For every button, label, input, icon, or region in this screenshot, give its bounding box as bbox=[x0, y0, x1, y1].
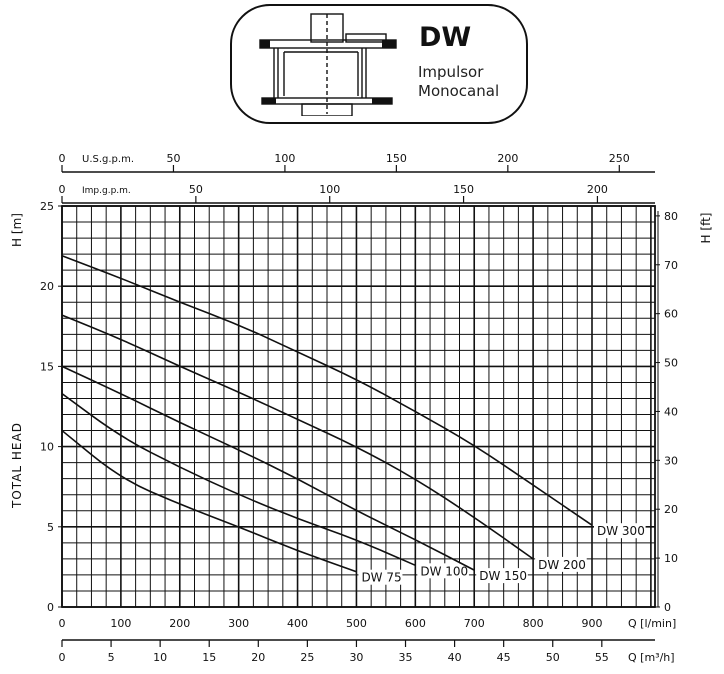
y-tick-label: 0 bbox=[47, 601, 54, 614]
y-tick-label: 5 bbox=[47, 521, 54, 534]
x-m3h-tick-label: 55 bbox=[595, 651, 609, 664]
y-tick-label: 25 bbox=[40, 200, 54, 213]
x-m3h-tick-label: 5 bbox=[108, 651, 115, 664]
x-usgpm-tick-label: 0 bbox=[59, 152, 66, 165]
x-usgpm-tick-label: 100 bbox=[274, 152, 295, 165]
series-label: DW 150 bbox=[479, 569, 527, 583]
x-m3h-tick-label: 45 bbox=[497, 651, 511, 664]
y-right-tick-label: 20 bbox=[664, 503, 678, 516]
x-tick-label: 500 bbox=[346, 617, 367, 630]
x-m3h-tick-label: 50 bbox=[546, 651, 560, 664]
pump-impeller-section-icon bbox=[259, 13, 397, 116]
x-m3h-tick-label: 30 bbox=[349, 651, 363, 664]
series-label-bg bbox=[417, 563, 469, 579]
series-label-bg bbox=[358, 569, 403, 585]
y-right-axis-label: H [ft] bbox=[699, 213, 713, 244]
series-label-bg bbox=[476, 568, 528, 584]
x-m3h-tick-label: 15 bbox=[202, 651, 216, 664]
x-m3h-tick-label: 25 bbox=[300, 651, 314, 664]
x-impgpm-tick-label: 150 bbox=[453, 183, 474, 196]
y-tick-label: 20 bbox=[40, 280, 54, 293]
x-m3h-axis-label: Q [m³/h] bbox=[628, 651, 675, 664]
y-tick-label: 10 bbox=[40, 441, 54, 454]
series-label-bg bbox=[535, 556, 587, 572]
x-tick-label: 700 bbox=[464, 617, 485, 630]
x-tick-label: 900 bbox=[582, 617, 603, 630]
y-axis-label: H [m] bbox=[10, 213, 24, 247]
x-m3h-tick-label: 40 bbox=[448, 651, 462, 664]
curve-dw-100 bbox=[61, 393, 416, 567]
model-name: DW bbox=[419, 22, 472, 53]
x-usgpm-tick-label: 150 bbox=[386, 152, 407, 165]
y-tick-label: 15 bbox=[40, 360, 54, 373]
x-tick-label: 400 bbox=[287, 617, 308, 630]
x-usgpm-tick-label: 200 bbox=[497, 152, 518, 165]
y-right-tick-label: 80 bbox=[664, 210, 678, 223]
x-tick-label: 0 bbox=[59, 617, 66, 630]
x-axis-label: Q [l/min] bbox=[628, 617, 676, 630]
curve-dw-300 bbox=[61, 254, 593, 526]
y-right-tick-label: 30 bbox=[664, 454, 678, 467]
description-line-1: Impulsor bbox=[418, 63, 484, 81]
x-impgpm-tick-label: 0 bbox=[59, 183, 66, 196]
x-impgpm-axis-label: Imp.g.p.m. bbox=[82, 186, 131, 196]
x-m3h-tick-label: 20 bbox=[251, 651, 265, 664]
x-impgpm-tick-label: 50 bbox=[189, 183, 203, 196]
x-impgpm-tick-label: 200 bbox=[587, 183, 608, 196]
series-label: DW 75 bbox=[361, 571, 401, 585]
x-tick-label: 100 bbox=[110, 617, 131, 630]
x-m3h-tick-label: 10 bbox=[153, 651, 167, 664]
model-description: Impulsor Monocanal bbox=[418, 63, 499, 101]
y-axis-side-label: TOTAL HEAD bbox=[10, 422, 24, 509]
x-tick-label: 300 bbox=[228, 617, 249, 630]
plot-frame bbox=[61, 205, 656, 608]
y-right-tick-label: 0 bbox=[664, 601, 671, 614]
model-title-box: DW Impulsor Monocanal bbox=[230, 4, 528, 124]
x-impgpm-tick-label: 100 bbox=[319, 183, 340, 196]
x-m3h-tick-label: 0 bbox=[59, 651, 66, 664]
x-usgpm-axis-label: U.S.g.p.m. bbox=[82, 154, 134, 165]
curve-dw-75 bbox=[61, 429, 357, 573]
description-line-2: Monocanal bbox=[418, 82, 500, 100]
curve-dw-150 bbox=[61, 365, 475, 571]
series-label-bg bbox=[594, 523, 646, 539]
x-tick-label: 200 bbox=[169, 617, 190, 630]
y-right-tick-label: 50 bbox=[664, 357, 678, 370]
x-m3h-tick-label: 35 bbox=[399, 651, 413, 664]
x-tick-label: 600 bbox=[405, 617, 426, 630]
series-label: DW 300 bbox=[597, 524, 645, 538]
y-right-tick-label: 60 bbox=[664, 308, 678, 321]
series-label: DW 200 bbox=[538, 558, 586, 572]
series-label: DW 100 bbox=[420, 564, 468, 578]
y-right-tick-label: 70 bbox=[664, 259, 678, 272]
y-right-tick-label: 10 bbox=[664, 552, 678, 565]
y-right-tick-label: 40 bbox=[664, 405, 678, 418]
x-usgpm-tick-label: 50 bbox=[166, 152, 180, 165]
curve-dw-200 bbox=[61, 314, 534, 560]
x-tick-label: 800 bbox=[523, 617, 544, 630]
x-usgpm-tick-label: 250 bbox=[609, 152, 630, 165]
